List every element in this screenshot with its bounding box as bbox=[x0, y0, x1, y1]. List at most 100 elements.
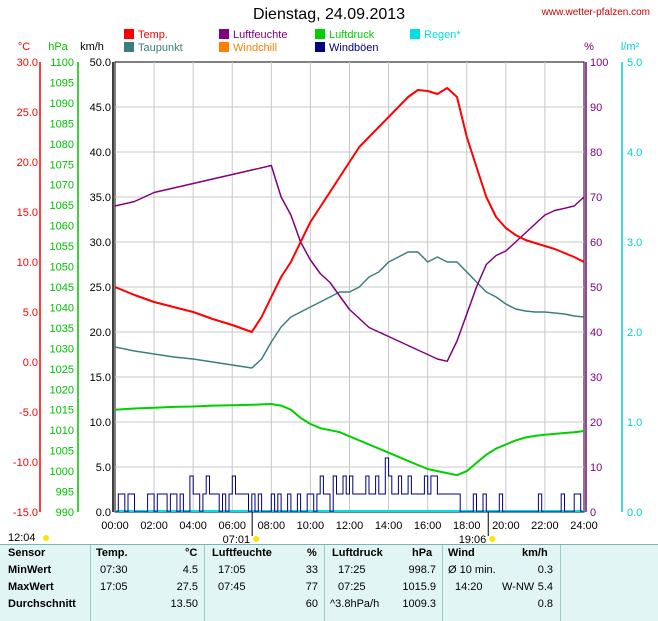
axis-unit-label: l/m² bbox=[621, 41, 640, 53]
y-tick-label: 1010 bbox=[50, 425, 74, 437]
y-tick-label: 0.0 bbox=[23, 357, 38, 369]
y-tick-label: 1055 bbox=[50, 241, 74, 253]
y-tick-label: 40.0 bbox=[90, 147, 111, 159]
axis-unit-label: % bbox=[584, 41, 594, 53]
y-tick-label: 30.0 bbox=[90, 237, 111, 249]
y-tick-label: 1035 bbox=[50, 323, 74, 335]
axis-unit-label: hPa bbox=[48, 41, 68, 53]
y-tick-label: 990 bbox=[56, 507, 74, 519]
y-tick-label: 80 bbox=[590, 147, 602, 159]
y-tick-label: 20 bbox=[590, 417, 602, 429]
series-line-luftfeuchte bbox=[114, 164, 585, 363]
y-tick-label: 70 bbox=[590, 192, 602, 204]
y-tick-label: 35.0 bbox=[90, 192, 111, 204]
y-tick-label: 50 bbox=[590, 282, 602, 294]
y-tick-label: 40 bbox=[590, 327, 602, 339]
y-tick-label: 20.0 bbox=[90, 327, 111, 339]
header-pressure-unit: hPa bbox=[412, 547, 433, 559]
y-tick-label: 1080 bbox=[50, 139, 74, 151]
y-tick-label: 1020 bbox=[50, 384, 74, 396]
y-tick-label: 1095 bbox=[50, 77, 74, 89]
y-tick-label: 100 bbox=[590, 57, 608, 69]
y-tick-label: 1045 bbox=[50, 282, 74, 294]
grid-lines bbox=[115, 62, 584, 512]
sun-markers: 07:01 19:06 12:04 bbox=[8, 512, 496, 544]
legend-swatch bbox=[315, 29, 325, 39]
solar-noon-label: 12:04 bbox=[8, 532, 36, 544]
weather-chart: 00:00 02:00 04:00 06:00 08:00 10:00 12:00 14:00… bbox=[8, 29, 642, 544]
y-tick-label: 4.0 bbox=[627, 147, 642, 159]
header-temp: Temp. bbox=[96, 547, 128, 559]
y-tick-label: 10 bbox=[590, 462, 602, 474]
page-title: Dienstag, 24.09.2013 bbox=[252, 6, 406, 23]
axis-unit-label: °C bbox=[18, 41, 30, 53]
y-tick-label: 10.0 bbox=[90, 417, 111, 429]
table-row: MaxWert 17:05 27.5 07:45 77 07:25 1015.9… bbox=[8, 581, 553, 593]
x-tick-label: 16:00 bbox=[414, 520, 442, 532]
x-tick-label: 10:00 bbox=[297, 520, 325, 532]
y-tick-label: 995 bbox=[56, 487, 74, 499]
header-wind: Wind bbox=[448, 547, 475, 559]
header-humidity-unit: % bbox=[307, 547, 317, 559]
y-tick-label: 1085 bbox=[50, 118, 74, 130]
y-tick-label: 0.0 bbox=[627, 507, 642, 519]
x-tick-label: 06:00 bbox=[218, 520, 246, 532]
series-line-taupunkt bbox=[114, 251, 585, 369]
y-tick-label: -10.0 bbox=[13, 457, 38, 469]
y-tick-label: 20.0 bbox=[17, 157, 38, 169]
x-tick-label: 14:00 bbox=[375, 520, 403, 532]
y-tick-label: 1075 bbox=[50, 159, 74, 171]
series-line-temp bbox=[114, 87, 585, 333]
y-tick-label: 3.0 bbox=[627, 237, 642, 249]
y-tick-label: 15.0 bbox=[17, 207, 38, 219]
wind-gust-series bbox=[115, 457, 584, 513]
legend-swatch bbox=[219, 42, 229, 52]
table-row: Durchschnitt 13.50 60 ^3.8hPa/h 1009.3 0… bbox=[8, 598, 553, 610]
axes: 00:00 02:00 04:00 06:00 08:00 10:00 12:00 14:00… bbox=[13, 41, 642, 532]
x-tick-label: 08:00 bbox=[258, 520, 286, 532]
header-humidity: Luftfeuchte bbox=[212, 547, 272, 559]
y-tick-label: 1050 bbox=[50, 262, 74, 274]
y-tick-label: 25.0 bbox=[17, 107, 38, 119]
x-tick-label: 04:00 bbox=[179, 520, 207, 532]
y-tick-label: 30 bbox=[590, 372, 602, 384]
legend-label: Temp. bbox=[138, 29, 168, 41]
sun-icon bbox=[43, 535, 49, 541]
y-tick-label: -15.0 bbox=[13, 507, 38, 519]
legend-label: Taupunkt bbox=[138, 42, 183, 54]
y-tick-label: 1000 bbox=[50, 466, 74, 478]
legend-label: Windböen bbox=[329, 42, 379, 54]
site-link[interactable]: www.wetter-pfalzen.com bbox=[541, 7, 650, 18]
legend-swatch bbox=[124, 42, 134, 52]
y-tick-label: 1065 bbox=[50, 200, 74, 212]
y-tick-label: 1005 bbox=[50, 446, 74, 458]
legend-label: Regen* bbox=[424, 29, 461, 41]
legend-label: Luftdruck bbox=[329, 29, 375, 41]
y-tick-label: 1090 bbox=[50, 98, 74, 110]
sunrise-icon bbox=[253, 536, 260, 542]
y-tick-label: 1025 bbox=[50, 364, 74, 376]
x-tick-label: 18:00 bbox=[453, 520, 481, 532]
y-tick-label: 0 bbox=[590, 507, 596, 519]
y-tick-label: 1060 bbox=[50, 221, 74, 233]
y-tick-label: -5.0 bbox=[19, 407, 38, 419]
x-tick-label: 22:00 bbox=[531, 520, 559, 532]
y-tick-label: 2.0 bbox=[627, 327, 642, 339]
header-sensor: Sensor bbox=[8, 547, 46, 559]
sunset-label: 19:06 bbox=[459, 534, 487, 544]
series-line-luftdruck bbox=[114, 403, 585, 477]
legend-swatch bbox=[315, 42, 325, 52]
y-tick-label: 5.0 bbox=[23, 307, 38, 319]
wind-gust-line bbox=[115, 457, 584, 513]
legend-swatch bbox=[219, 29, 229, 39]
stats-table: Sensor Temp. °C Luftfeuchte % Luftdruck … bbox=[0, 544, 658, 621]
legend-label: Windchill bbox=[233, 42, 277, 54]
y-tick-label: 1030 bbox=[50, 343, 74, 355]
sunset-icon bbox=[489, 536, 496, 542]
y-tick-label: 1.0 bbox=[627, 417, 642, 429]
y-tick-label: 5.0 bbox=[627, 57, 642, 69]
y-tick-label: 1100 bbox=[50, 57, 74, 69]
x-tick-label: 02:00 bbox=[140, 520, 168, 532]
legend-swatch bbox=[410, 29, 420, 39]
y-tick-label: 5.0 bbox=[96, 462, 111, 474]
